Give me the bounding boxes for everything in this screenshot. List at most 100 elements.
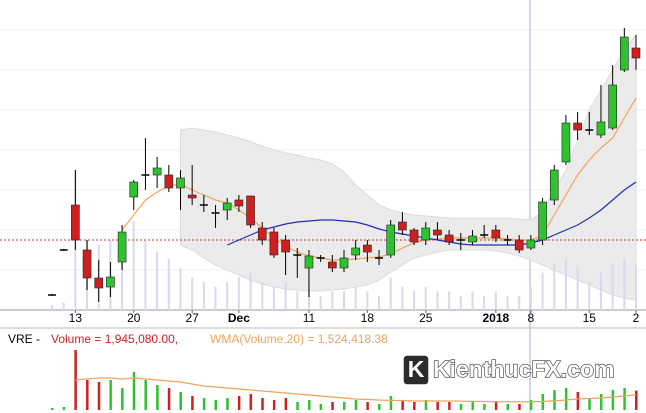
candle-body xyxy=(433,229,442,236)
volume-bar xyxy=(202,398,206,410)
x-tick-label: 2018 xyxy=(482,311,509,325)
volume-bar xyxy=(623,388,626,410)
volume-bar xyxy=(307,400,311,410)
volume-bar xyxy=(249,394,253,410)
volume-overlay-bar xyxy=(448,291,451,310)
volume-overlay-bar xyxy=(331,291,334,310)
volume-overlay-bar xyxy=(483,296,486,310)
volume-bar xyxy=(132,372,136,410)
candle-body xyxy=(421,227,431,241)
volume-overlay-bar xyxy=(413,291,416,310)
volume-overlay-bar xyxy=(343,291,345,310)
volume-bar xyxy=(506,404,510,410)
candle-body xyxy=(596,121,606,136)
volume-bar xyxy=(156,385,159,410)
candle-body xyxy=(152,167,162,176)
volume-bar xyxy=(483,404,486,410)
volume-bar xyxy=(413,402,416,410)
legend-symbol: VRE - xyxy=(8,332,40,346)
volume-bar xyxy=(226,398,229,410)
volume-bar xyxy=(564,388,568,410)
volume-overlay-bar xyxy=(378,296,381,310)
volume-overlay-bar xyxy=(564,258,567,310)
x-tick-label: 25 xyxy=(419,311,433,325)
volume-bar xyxy=(62,407,66,410)
volume-overlay-bar xyxy=(226,282,229,310)
volume-overlay-bar xyxy=(191,277,194,310)
volume-overlay-bar xyxy=(272,286,275,310)
volume-overlay-bar xyxy=(494,291,497,310)
x-tick-label: 15 xyxy=(583,311,597,325)
candle-body xyxy=(631,47,641,59)
volume-bar xyxy=(588,398,591,410)
x-tick-label: 13 xyxy=(69,311,83,325)
volume-bar xyxy=(167,388,171,410)
volume-overlay-bar xyxy=(261,282,264,310)
x-tick-label: 27 xyxy=(185,311,199,325)
candle-body xyxy=(468,235,477,243)
volume-bar xyxy=(121,388,124,410)
candle-body xyxy=(549,169,559,201)
volume-overlay-bar xyxy=(506,296,509,310)
candle-body xyxy=(164,174,174,189)
volume-bar xyxy=(553,390,556,410)
candle-body xyxy=(351,247,360,256)
volume-overlay-bar xyxy=(62,303,65,310)
volume-overlay-bar xyxy=(436,291,439,310)
volume-overlay-bar xyxy=(51,305,53,310)
volume-bar xyxy=(599,394,603,410)
candle-body xyxy=(339,257,349,269)
volume-bar xyxy=(343,402,346,410)
watermark-icon: K xyxy=(408,356,425,382)
candle-body xyxy=(304,255,314,269)
candle-body xyxy=(269,231,279,256)
x-tick-label: Dec xyxy=(228,311,250,325)
volume-overlay-bar xyxy=(121,258,124,310)
volume-overlay-bar xyxy=(576,268,579,310)
volume-bar xyxy=(214,400,218,410)
volume-bar xyxy=(366,402,369,410)
candle-body xyxy=(71,204,80,241)
candle-body xyxy=(608,84,617,129)
candle-body xyxy=(94,277,104,289)
candle-body xyxy=(444,234,454,243)
volume-bar xyxy=(296,402,299,410)
volume-bar xyxy=(378,404,381,410)
volume-overlay-bar xyxy=(529,286,532,310)
volume-overlay-bar xyxy=(459,296,462,310)
volume-overlay-bar xyxy=(354,286,357,310)
volume-bar xyxy=(179,392,182,410)
volume-bar xyxy=(51,408,54,410)
volume-bar xyxy=(237,396,241,410)
ma-long-line xyxy=(226,181,637,246)
volume-bar xyxy=(354,400,358,410)
volume-overlay-bar xyxy=(599,272,602,310)
x-tick-label: 11 xyxy=(303,311,316,325)
volume-overlay-bar xyxy=(518,296,521,310)
volume-overlay-bar xyxy=(541,272,544,310)
volume-overlay-bar xyxy=(401,286,404,310)
legend-wma: WMA(Volume,20) = 1,524,418.38 xyxy=(210,332,388,346)
volume-bar xyxy=(401,400,404,410)
x-tick-label: 2 xyxy=(633,311,640,325)
candle-body xyxy=(514,239,524,251)
x-tick-label: 8 xyxy=(528,311,535,325)
wma-volume-line xyxy=(75,377,637,403)
candle-body xyxy=(281,239,290,253)
volume-bar xyxy=(284,398,288,410)
candle-body xyxy=(106,276,115,288)
candle-body xyxy=(398,221,407,231)
volume-overlay-bar xyxy=(132,221,135,310)
volume-bar xyxy=(471,402,474,410)
volume-bar xyxy=(448,402,451,410)
volume-bar xyxy=(611,390,615,410)
candle-body xyxy=(409,229,419,243)
volume-bar xyxy=(459,404,463,410)
candle-body xyxy=(187,194,197,199)
volume-bar xyxy=(109,380,112,410)
volume-overlay-bar xyxy=(214,286,217,310)
candle-body xyxy=(246,195,255,226)
volume-overlay-bar xyxy=(144,240,147,310)
volume-bar xyxy=(331,402,334,410)
